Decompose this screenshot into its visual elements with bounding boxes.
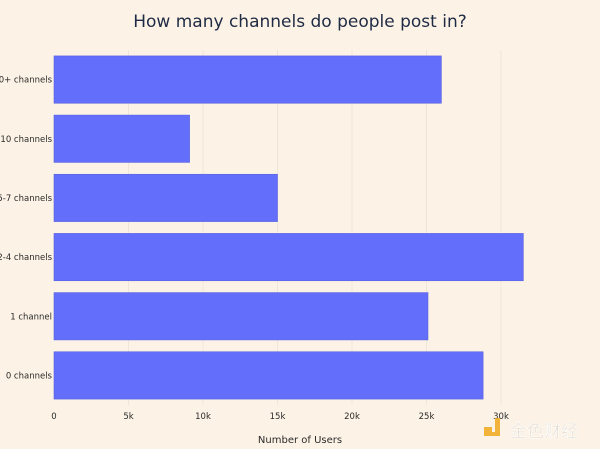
x-axis-title: Number of Users [258, 435, 342, 446]
x-tick-label: 5k [123, 412, 133, 422]
bar-8-10-channels [53, 114, 190, 163]
chart-title: How many channels do people post in? [133, 12, 467, 32]
watermark-text: 金色财经 [510, 422, 578, 442]
y-tick-label: 5-7 channels [0, 194, 53, 204]
y-tick-label: 1 channel [10, 312, 52, 322]
bar-1-channel [53, 292, 429, 341]
x-tick-label: 20k [344, 412, 360, 422]
y-tick-label: 10+ channels [0, 76, 53, 86]
x-tick-label: 10k [195, 412, 211, 422]
y-tick-label: 8-10 channels [0, 135, 53, 145]
x-tick-label: 30k [493, 412, 509, 422]
x-tick-label: 0 [51, 412, 56, 422]
x-tick-label: 25k [419, 412, 435, 422]
y-tick-label: 2-4 channels [0, 253, 53, 263]
y-tick-label: 0 channels [6, 371, 53, 381]
bar-10-channels [53, 55, 442, 104]
bar-5-7-channels [53, 173, 278, 222]
bar-0-channels [53, 351, 484, 400]
watermark-logo: 金色财经 [484, 418, 578, 442]
bar-2-4-channels [53, 233, 524, 282]
x-tick-label: 15k [270, 412, 286, 422]
